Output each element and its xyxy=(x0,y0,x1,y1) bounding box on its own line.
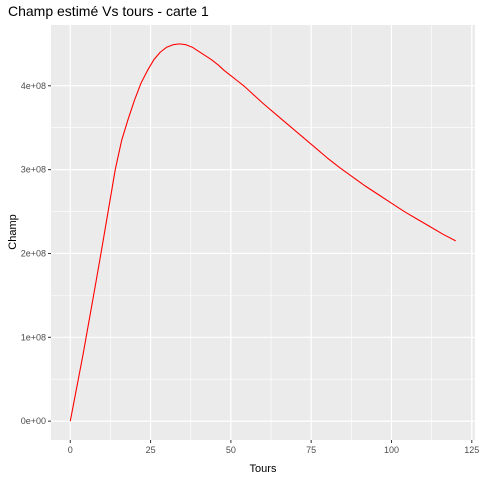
x-tick-label: 0 xyxy=(68,445,73,455)
y-axis: 0e+00 1e+08 2e+08 3e+08 4e+08 xyxy=(21,81,51,426)
y-tick-label: 4e+08 xyxy=(21,81,46,91)
x-axis-title: Tours xyxy=(250,463,277,475)
y-tick-label: 2e+08 xyxy=(21,248,46,258)
y-axis-title: Champ xyxy=(7,214,19,249)
x-axis: 0 25 50 75 100 125 xyxy=(68,440,479,455)
plot-panel xyxy=(51,25,475,440)
grid-minor xyxy=(51,25,475,440)
y-tick-label: 3e+08 xyxy=(21,165,46,175)
chart-title: Champ estimé Vs tours - carte 1 xyxy=(8,3,209,19)
x-tick-label: 125 xyxy=(464,445,479,455)
x-tick-label: 25 xyxy=(146,445,156,455)
x-tick-label: 50 xyxy=(226,445,236,455)
x-tick-label: 100 xyxy=(384,445,399,455)
series-line xyxy=(69,43,456,422)
y-tick-label: 0e+00 xyxy=(21,416,46,426)
y-tick-label: 1e+08 xyxy=(21,332,46,342)
x-tick-label: 75 xyxy=(306,445,316,455)
series-layer xyxy=(69,43,456,422)
grid-major xyxy=(51,25,475,440)
